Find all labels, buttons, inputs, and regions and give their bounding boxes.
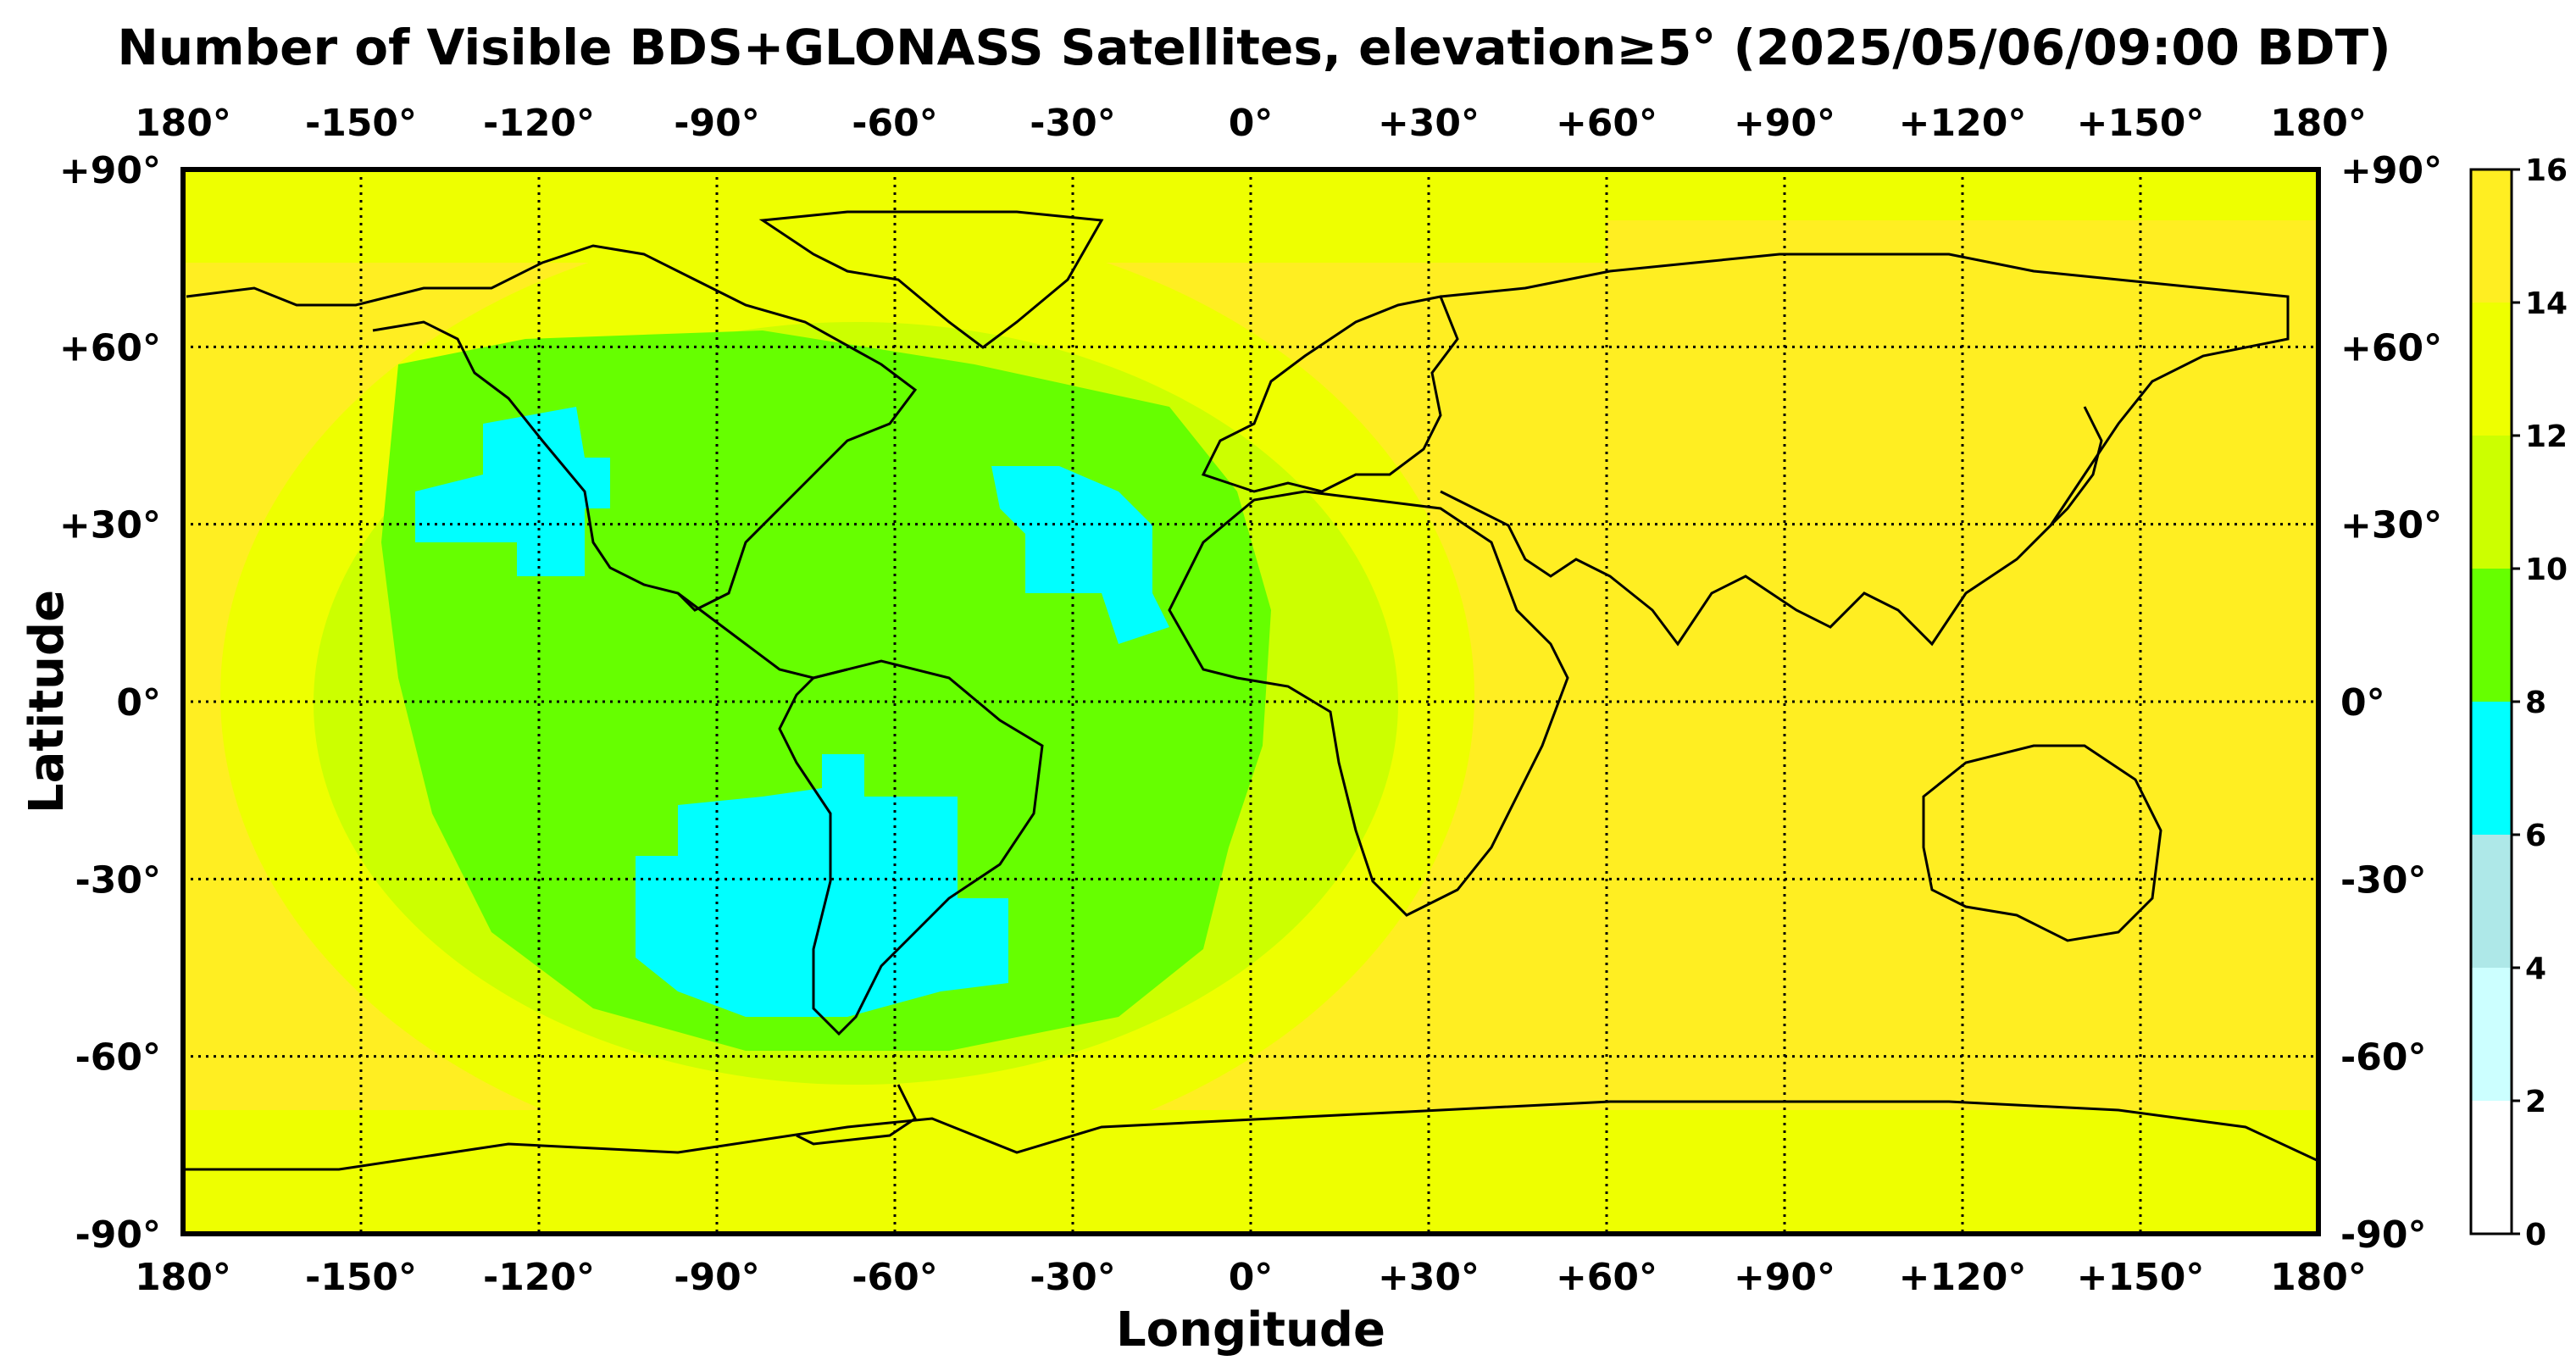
map-title: Number of Visible BDS+GLONASS Satellites… [117, 19, 2391, 76]
y-tick-label-left: -60° [75, 1036, 162, 1080]
y-ticks-left: +90° +60° +30° 0° -30° -60° -90° [59, 149, 161, 1257]
coast-antarctica [183, 1100, 2318, 1171]
x-tick-label-bottom: -60° [852, 1256, 938, 1299]
x-tick-label-bottom: -120° [483, 1256, 595, 1299]
x-tick-label-top: -60° [852, 102, 938, 145]
x-tick-label-top: 180° [2270, 102, 2367, 145]
colorbar-segment [2471, 436, 2512, 569]
y-tick-label-left: +60° [59, 326, 161, 369]
y-tick-label-right: +90° [2340, 149, 2442, 192]
x-ticks-bottom: 180° -150° -120° -90° -60° -30° 0° +30° +60° +90°… [135, 1256, 2367, 1299]
region-6-8-north-america [415, 407, 610, 576]
colorbar-segment [2471, 1101, 2512, 1234]
y-tick-label-left: +30° [59, 504, 161, 547]
x-tick-label-bottom: -30° [1030, 1256, 1116, 1299]
region-6-8-atlantic [991, 466, 1169, 644]
x-tick-label-bottom: +150° [2077, 1256, 2205, 1299]
colorbar-tick-label: 10 [2525, 553, 2568, 587]
x-tick-label-top: +60° [1556, 102, 1657, 145]
x-tick-label-bottom: -150° [305, 1256, 417, 1299]
colorbar-segment [2471, 968, 2512, 1101]
x-ticks-top: 180° -150° -120° -90° -60° -30° 0° +30° +60° +90°… [135, 102, 2367, 145]
y-tick-label-right: 0° [2340, 681, 2385, 725]
coast-australia [1922, 744, 2162, 942]
coast-europe [1201, 295, 1459, 493]
y-tick-label-right: +30° [2340, 504, 2442, 547]
grid-lines [183, 169, 2318, 1234]
coastlines [183, 210, 2318, 1171]
y-tick-label-left: +90° [59, 149, 161, 192]
colorbar-tick-label: 12 [2525, 419, 2568, 454]
y-tick-label-right: -30° [2340, 858, 2427, 902]
y-tick-label-right: -90° [2340, 1213, 2427, 1257]
y-ticks-right: +90° +60° +30° 0° -30° -60° -90° [2340, 149, 2442, 1257]
region-6-8-south-america [636, 754, 1008, 1017]
coast-north-america [186, 244, 918, 612]
colorbar-segment [2471, 569, 2512, 702]
colorbar-tick-label: 8 [2525, 686, 2546, 720]
coast-greenland [758, 210, 1104, 349]
y-tick-label-right: +60° [2340, 326, 2442, 369]
x-tick-label-top: +90° [1734, 102, 1835, 145]
colorbar-segment [2471, 835, 2512, 968]
x-tick-label-bottom: +30° [1378, 1256, 1480, 1299]
y-axis-label: Latitude [19, 590, 75, 813]
coast-south-america [778, 659, 1044, 1036]
x-tick-label-top: +150° [2077, 102, 2205, 145]
x-tick-label-top: +30° [1378, 102, 1480, 145]
x-tick-label-bottom: -90° [674, 1256, 760, 1299]
x-tick-label-bottom: +90° [1734, 1256, 1835, 1299]
colorbar-tick-label: 14 [2525, 286, 2568, 321]
x-tick-label-top: 0° [1229, 102, 1274, 145]
colorbar-tick-label: 0 [2525, 1218, 2546, 1252]
y-tick-label-left: 0° [116, 681, 161, 725]
x-tick-label-bottom: 0° [1229, 1256, 1274, 1299]
colorbar: 0 2 4 6 8 10 12 14 16 [2469, 153, 2568, 1252]
x-axis-label: Longitude [1116, 1302, 1385, 1358]
plot-frame [180, 167, 2321, 1236]
colorbar-segment [2471, 169, 2512, 303]
x-tick-label-top: +120° [1899, 102, 2027, 145]
x-tick-label-top: -120° [483, 102, 595, 145]
colorbar-segment [2471, 303, 2512, 436]
y-tick-label-right: -60° [2340, 1036, 2427, 1080]
x-tick-label-bottom: +60° [1556, 1256, 1657, 1299]
x-tick-label-top: -90° [674, 102, 760, 145]
colorbar-tick-label: 16 [2525, 153, 2568, 188]
x-tick-label-top: -150° [305, 102, 417, 145]
x-tick-label-bottom: 180° [135, 1256, 231, 1299]
x-tick-label-top: 180° [135, 102, 231, 145]
colorbar-tick-label: 4 [2525, 952, 2546, 986]
colorbar-tick-label: 6 [2525, 819, 2546, 853]
coast-japan [2049, 406, 2103, 527]
coast-asia [1440, 253, 2290, 647]
x-tick-label-top: -30° [1030, 102, 1116, 145]
y-tick-label-left: -30° [75, 858, 162, 902]
y-tick-label-left: -90° [75, 1213, 162, 1257]
colorbar-segment [2471, 702, 2512, 835]
coast-africa [1168, 490, 1569, 917]
colorbar-tick-label: 2 [2525, 1085, 2546, 1119]
x-tick-label-bottom: 180° [2270, 1256, 2367, 1299]
x-tick-label-bottom: +120° [1899, 1256, 2027, 1299]
coast-antarctic-peninsula [796, 1084, 917, 1146]
